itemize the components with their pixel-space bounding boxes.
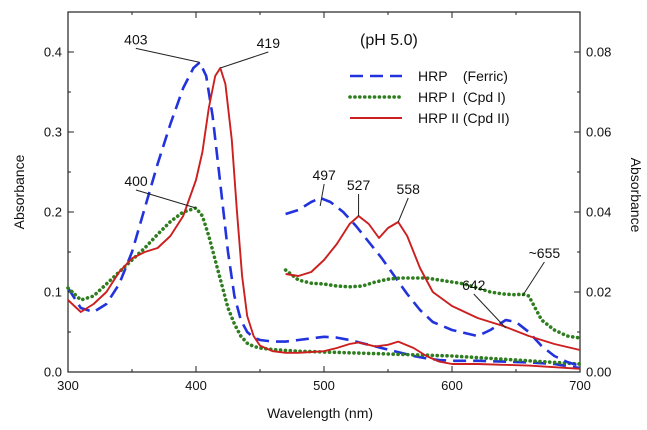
x-tick-label-500: 500 — [313, 378, 335, 393]
y-axis-title-right: Absorbance — [628, 158, 644, 233]
x-tick-label-700: 700 — [569, 378, 591, 393]
annotation-label-5: 558 — [397, 181, 421, 197]
annotation-label-1: 419 — [257, 35, 281, 51]
condition-label: (pH 5.0) — [360, 32, 418, 49]
series-line-2 — [67, 67, 581, 370]
annotation-leader-2 — [135, 189, 197, 209]
series-line-0 — [66, 61, 581, 370]
y-axis-title-left: Absorbance — [11, 154, 27, 229]
y-left-tick-label-3: 0.3 — [44, 125, 62, 140]
annotation-label-7: ~655 — [529, 245, 561, 261]
series-lines — [66, 61, 582, 370]
y-left-tick-label-1: 0.1 — [44, 285, 62, 300]
series-line-4 — [283, 268, 582, 340]
annotation-leader-7 — [521, 261, 545, 297]
x-tick-label-300: 300 — [57, 378, 79, 393]
annotation-label-0: 403 — [124, 31, 148, 47]
y-right-tick-label-1: 0.02 — [586, 285, 611, 300]
annotation-leader-5 — [397, 197, 409, 223]
x-tick-label-400: 400 — [185, 378, 207, 393]
annotation-leader-3 — [319, 183, 325, 207]
y-right-tick-label-3: 0.06 — [586, 125, 611, 140]
legend-label-cpd2: HRP II (Cpd II) — [418, 110, 510, 126]
series-line-1 — [66, 206, 582, 366]
annotation-leader-1 — [220, 51, 269, 69]
y-right-tick-label-2: 0.04 — [586, 205, 611, 220]
annotation-leaders — [135, 47, 545, 329]
y-left-tick-label-2: 0.2 — [44, 205, 62, 220]
annotation-label-4: 527 — [347, 177, 371, 193]
y-right-tick-label-4: 0.08 — [586, 45, 611, 60]
annotation-leader-0 — [135, 47, 200, 63]
y-left-tick-label-4: 0.4 — [44, 45, 62, 60]
annotation-label-6: 642 — [462, 277, 486, 293]
y-right-tick-label-0: 0.00 — [586, 365, 611, 380]
tick-marks: 300 400 500 600 700 0.0 0.1 0.2 0.3 0.4 0.00 0.02 0.… — [44, 11, 611, 393]
annotation-label-2: 400 — [124, 173, 148, 189]
annotation-leader-6 — [473, 293, 507, 329]
annotation-labels: 403 419 400 497 527 558 642 ~655 — [124, 31, 560, 293]
plot-frame — [67, 11, 581, 373]
series-line-5 — [285, 215, 581, 351]
legend-label-cpd1: HRP I (Cpd I) — [418, 89, 506, 105]
x-tick-label-600: 600 — [441, 378, 463, 393]
y-left-tick-label-0: 0.0 — [44, 365, 62, 380]
legend-label-ferric: HRP (Ferric) — [418, 68, 508, 84]
series-line-3 — [285, 196, 581, 368]
x-axis-title: Wavelength (nm) — [267, 405, 373, 421]
annotation-label-3: 497 — [312, 167, 336, 183]
axes-frame — [67, 11, 581, 373]
legend: HRP (Ferric) HRP I (Cpd I) HRP II (Cpd I… — [348, 68, 510, 126]
